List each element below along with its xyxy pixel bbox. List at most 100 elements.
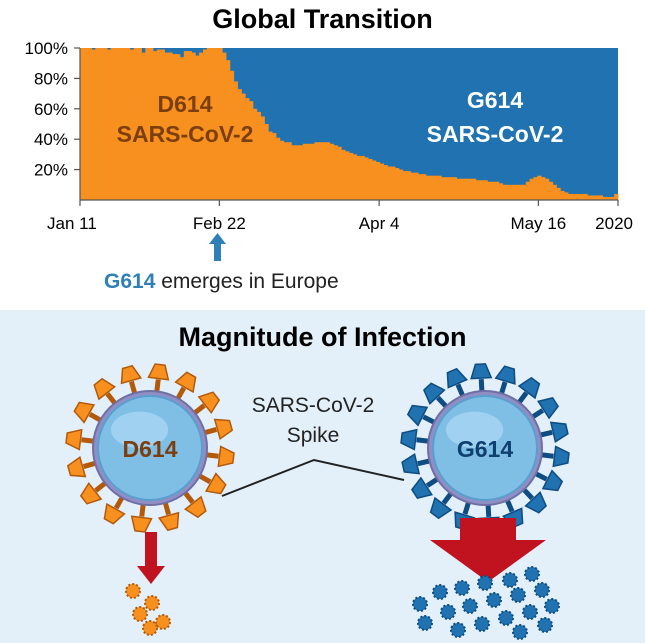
d614-share-bar (587, 195, 592, 200)
d614-share-bar (222, 52, 227, 201)
d614-label-line2: SARS-CoV-2 (117, 121, 254, 147)
d614-share-bar (341, 149, 346, 200)
d614-share-bar (214, 48, 219, 200)
large-down-arrow-icon (430, 518, 546, 582)
d614-share-bar (95, 48, 100, 200)
d614-share-bar (237, 89, 242, 200)
d614-share-bar (210, 48, 215, 200)
d614-share-bar (398, 169, 404, 200)
d614-share-bar (383, 165, 388, 200)
d614-share-bar (199, 52, 204, 201)
up-arrow-icon (209, 233, 226, 261)
d614-share-bar (191, 52, 196, 201)
d614-share-bar (360, 155, 365, 200)
d614-share-bar (268, 131, 273, 200)
d614-share-bar (368, 158, 373, 200)
d614-share-bar (110, 48, 115, 200)
d614-share-bar (425, 175, 431, 200)
d614-share-bar (422, 174, 427, 200)
d614-share-bar (498, 183, 504, 200)
d614-share-bar (91, 49, 96, 200)
spike-pointer-lines (221, 458, 405, 497)
y-tick-label: 80% (34, 69, 68, 88)
d614-share-bar (429, 175, 434, 200)
d614-share-bar (372, 160, 377, 200)
d614-share-bar (183, 51, 188, 200)
d614-share-bar (349, 152, 354, 200)
d614-share-bar (176, 54, 181, 200)
panel-title: Magnitude of Infection (178, 322, 467, 352)
d614-share-bar (145, 48, 150, 200)
spike-label-line1: SARS-CoV-2 (252, 394, 375, 417)
d614-share-bar (441, 177, 446, 200)
d614-share-bar (445, 177, 450, 200)
d614-share-bar (103, 48, 108, 200)
d614-share-bar (548, 181, 554, 200)
x-tick-label: May 16 (511, 214, 567, 233)
d614-share-bar (556, 187, 561, 200)
d614-share-bar (448, 177, 454, 200)
d614-share-bar (226, 60, 231, 200)
d614-share-bar (260, 116, 265, 200)
chart-title: Global Transition (212, 4, 433, 34)
d614-share-bar (610, 196, 615, 200)
d614-share-bar (314, 142, 319, 200)
d614-share-bar (468, 178, 473, 200)
d614-share-bar (591, 195, 596, 200)
d614-share-bar (564, 192, 569, 200)
d614-share-bar (133, 48, 139, 200)
note-text: emerges in Europe (155, 270, 339, 293)
d614-share-bar (518, 184, 523, 200)
d614-label-line1: D614 (158, 91, 213, 117)
d614-share-bar (602, 196, 607, 200)
d614-area (80, 48, 619, 201)
y-axis-ticks: 100% 80% 60% 40% 20% (25, 39, 80, 180)
chart-svg: 100% 80% 60% 40% 20% Jan 11 Feb 22 Apr 4 May 16… (25, 39, 633, 261)
d614-share-bar (249, 101, 254, 200)
d614-share-bar (256, 111, 262, 200)
d614-share-bar (187, 51, 192, 200)
emergence-note: G614 emerges in Europe (104, 270, 339, 294)
d614-share-bar (418, 174, 423, 200)
d614-share-bar (502, 184, 507, 200)
d614-particles (125, 583, 171, 636)
d614-share-bar (614, 193, 619, 200)
d614-share-bar (275, 137, 281, 200)
d614-share-bar (160, 49, 165, 200)
d614-share-bar (464, 178, 469, 200)
d614-share-bar (118, 48, 123, 200)
d614-share-bar (153, 51, 158, 200)
small-down-arrow-icon (137, 532, 165, 584)
d614-share-bar (302, 143, 308, 200)
d614-share-bar (137, 48, 142, 200)
d614-share-bar (402, 171, 408, 200)
d614-share-bar (149, 48, 154, 200)
d614-share-bar (568, 193, 573, 200)
d614-share-bar (310, 143, 315, 200)
d614-share-bar (552, 184, 557, 200)
d614-share-bar (83, 48, 89, 200)
d614-share-bar (318, 142, 323, 200)
x-tick-label: Apr 4 (359, 214, 400, 233)
d614-share-bar (229, 70, 235, 200)
d614-share-bar (87, 48, 92, 200)
d614-share-bar (356, 155, 361, 200)
d614-share-bar (460, 178, 465, 200)
d614-share-bar (510, 184, 515, 200)
d614-share-bar (129, 49, 135, 200)
g614-label-line2: SARS-CoV-2 (427, 121, 564, 147)
d614-share-bar (598, 195, 604, 200)
d614-virus-icon (65, 363, 235, 533)
d614-share-bar (345, 151, 350, 200)
d614-share-bar (164, 52, 169, 201)
d614-share-bar (606, 196, 611, 200)
d614-share-bar (333, 145, 338, 200)
d614-share-bar (491, 181, 496, 200)
d614-share-bar (456, 178, 461, 200)
d614-share-bar (299, 145, 304, 200)
d614-share-bar (579, 193, 584, 200)
d614-share-bar (287, 142, 292, 200)
d614-share-bar (195, 55, 200, 200)
d614-share-bar (406, 171, 411, 200)
d614-share-bar (202, 49, 208, 200)
